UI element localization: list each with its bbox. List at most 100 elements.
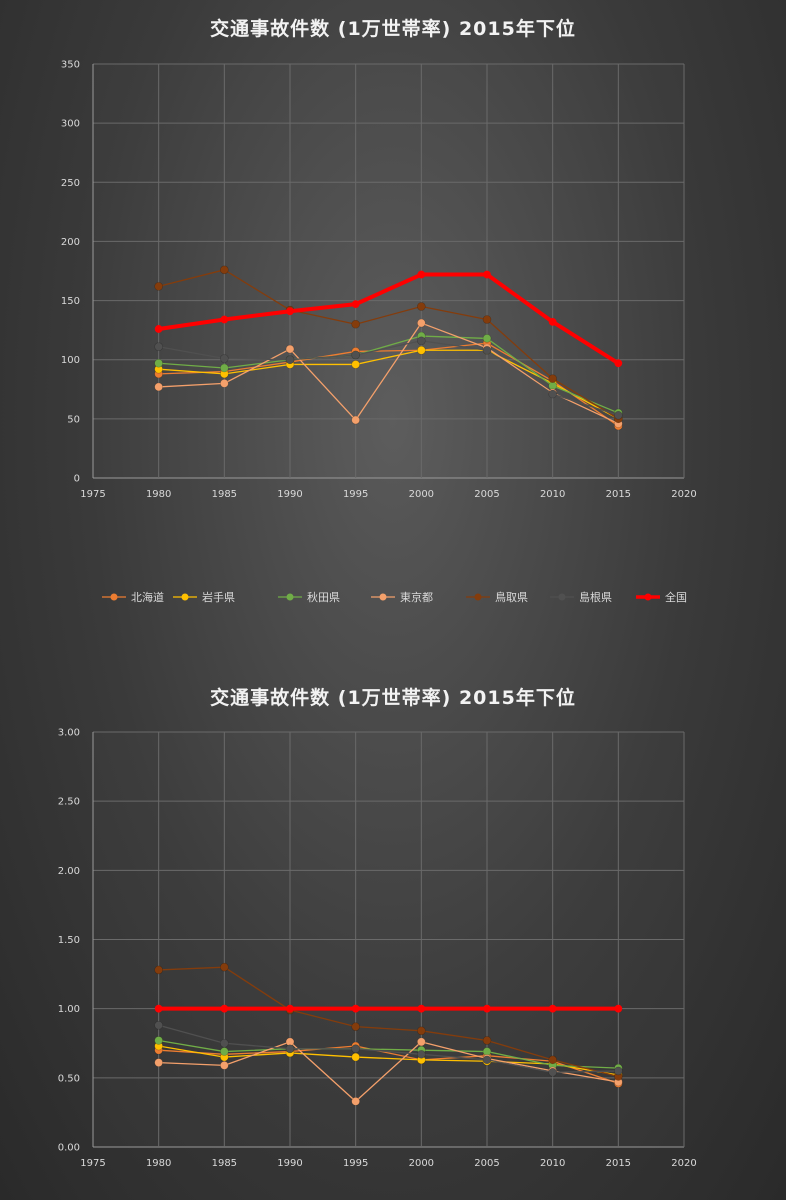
series-line [158, 269, 619, 420]
x-tick-label: 2015 [606, 489, 631, 500]
series-5 [154, 1020, 623, 1077]
series-line [158, 1041, 619, 1103]
y-tick-label: 300 [61, 119, 80, 130]
series-line [158, 1045, 619, 1084]
y-tick-label: 350 [61, 60, 80, 71]
x-tick-label: 2010 [540, 1158, 565, 1169]
y-tick-label: 1.50 [58, 935, 80, 946]
y-tick-label: 2.50 [58, 797, 80, 808]
legend-marker [558, 593, 566, 601]
legend-item: 北海道 [102, 590, 164, 604]
x-tick-label: 1995 [343, 1158, 368, 1169]
y-tick-label: 200 [61, 237, 80, 248]
data-point [482, 1036, 492, 1045]
data-point [417, 270, 426, 279]
data-point [154, 382, 163, 392]
x-tick-label: 2000 [409, 1158, 434, 1169]
legend-item: 秋田県 [278, 590, 340, 604]
data-point [614, 1066, 623, 1076]
legend-item: 岩手県 [173, 590, 235, 604]
legend-marker [181, 593, 189, 601]
y-tick-label: 3.00 [58, 728, 80, 739]
x-tick-label: 2010 [540, 489, 565, 500]
y-tick-label: 0.50 [58, 1073, 80, 1084]
y-tick-label: 50 [67, 414, 80, 425]
data-point [220, 1004, 229, 1013]
data-point [548, 1004, 557, 1013]
chart-title: 交通事故件数 (1万世帯率) 2015年下位 [210, 18, 576, 40]
plot-area [93, 64, 684, 478]
y-tick-label: 0.00 [58, 1143, 80, 1154]
data-point [548, 317, 557, 326]
data-point [417, 318, 426, 328]
legend-marker [110, 593, 118, 601]
legend-label: 全国 [665, 590, 687, 604]
data-point [614, 1004, 623, 1013]
data-point [286, 1004, 294, 1013]
data-point [417, 336, 426, 346]
chart-1: 交通事故件数 (1万世帯率) 2015年下位 0 50 100 150 200 250 30… [61, 18, 697, 605]
data-point [548, 1055, 557, 1065]
legend-label: 北海道 [131, 590, 164, 604]
series-line [158, 1039, 619, 1069]
x-tick-label: 2020 [671, 489, 696, 500]
series-line [158, 1024, 619, 1073]
x-tick-label: 2015 [606, 1158, 631, 1169]
legend-label: 島根県 [579, 590, 612, 604]
data-point [417, 1037, 426, 1047]
series-6 [154, 1004, 623, 1013]
x-tick-label: 1985 [212, 489, 237, 500]
data-point [220, 363, 229, 373]
series-6 [154, 270, 623, 368]
data-point [351, 1097, 360, 1106]
y-tick-label: 100 [61, 355, 80, 366]
y-tick-label: 1.00 [58, 1004, 80, 1015]
x-tick-label: 1980 [146, 489, 171, 500]
legend-item: 東京都 [371, 590, 433, 604]
legend-item: 鳥取県 [466, 590, 528, 604]
series-line [158, 342, 619, 427]
legend-item: 全国 [636, 590, 687, 604]
data-point [220, 962, 229, 972]
y-tick-label: 0 [74, 474, 80, 485]
data-point [351, 360, 360, 369]
data-point [482, 334, 492, 343]
data-point [614, 411, 623, 420]
data-point [154, 358, 163, 368]
data-point [417, 1004, 426, 1013]
series-line [158, 322, 619, 425]
x-tick-label: 1975 [80, 1158, 105, 1169]
y-tick-label: 150 [61, 296, 80, 307]
data-point [154, 325, 163, 333]
data-point [220, 1038, 229, 1048]
data-point [285, 355, 295, 365]
data-point [351, 300, 360, 309]
data-point [220, 1047, 229, 1056]
series-4 [154, 962, 623, 1081]
data-point [154, 965, 163, 975]
x-tick-label: 2005 [474, 489, 499, 500]
data-point [154, 1058, 163, 1067]
series-line [158, 340, 619, 416]
data-point [483, 270, 491, 279]
data-point [548, 374, 557, 383]
data-point [220, 354, 229, 363]
x-tick-label: 2005 [474, 1158, 499, 1169]
series-line [158, 966, 619, 1078]
legend-label: 秋田県 [307, 590, 340, 604]
x-tick-label: 1985 [212, 1158, 237, 1169]
data-point [482, 345, 492, 355]
chart-2: 交通事故件数 (1万世帯率) 2015年下位 0.00 0.50 1.00 1.50 2… [0, 665, 786, 1200]
data-point [351, 1004, 360, 1013]
x-tick-label: 1980 [146, 1158, 171, 1169]
legend-label: 東京都 [400, 590, 433, 604]
x-tick-label: 1990 [277, 489, 302, 500]
data-point [351, 350, 360, 360]
series-5 [154, 336, 623, 420]
data-point [614, 359, 623, 368]
chart-1-plot: 0 50 100 150 200 250 300 350 1975 1980 1985 1990 199… [61, 60, 697, 605]
series-line [158, 335, 619, 414]
legend-marker [474, 593, 482, 601]
data-point [417, 302, 426, 311]
data-point [482, 315, 492, 324]
